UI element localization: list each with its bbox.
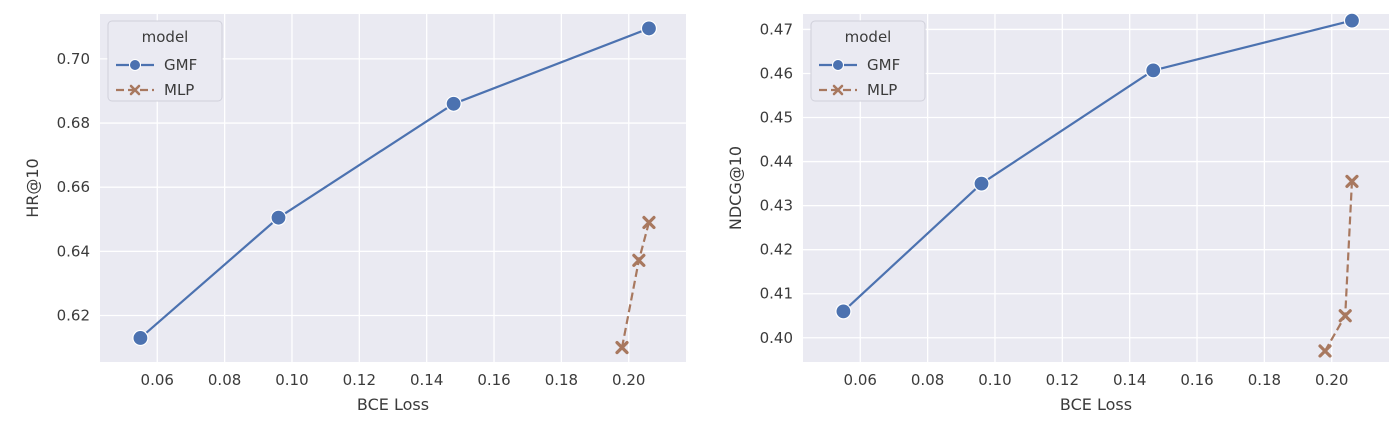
series-mlp-point xyxy=(1338,309,1352,323)
legend-entry-mlp: MLP xyxy=(116,81,194,99)
y-axis-label: HR@10 xyxy=(23,158,42,218)
y-tick-label: 0.66 xyxy=(57,178,90,196)
series-gmf xyxy=(132,20,658,347)
series-gmf-point xyxy=(835,303,852,320)
y-tick-labels: 0.40 0.41 0.42 0.43 0.44 0.45 0.46 0.47 xyxy=(760,20,793,346)
legend-label: MLP xyxy=(867,81,897,99)
legend: model GMF MLP xyxy=(810,20,926,102)
y-tick-label: 0.44 xyxy=(760,153,793,171)
legend-title: model xyxy=(142,28,189,46)
y-tick-label: 0.64 xyxy=(57,242,90,260)
series-gmf xyxy=(835,12,1361,320)
series-mlp-point xyxy=(1345,174,1359,188)
x-tick-label: 0.20 xyxy=(1315,371,1348,389)
y-tick-label: 0.47 xyxy=(760,20,793,38)
legend: model GMF MLP xyxy=(107,20,223,102)
series-gmf-point xyxy=(640,20,658,37)
series-mlp-point-shape xyxy=(642,215,656,230)
x-tick-label: 0.18 xyxy=(1248,371,1281,389)
y-tick-label: 0.46 xyxy=(760,64,793,82)
series-mlp-point xyxy=(1318,344,1332,358)
legend-marker xyxy=(129,84,141,96)
legend-label: GMF xyxy=(164,56,197,74)
y-tick-label: 0.40 xyxy=(760,329,793,347)
x-tick-labels: 0.06 0.08 0.10 0.12 0.14 0.16 0.18 0.20 xyxy=(844,371,1349,389)
legend-entry-gmf: GMF xyxy=(819,56,900,74)
series-mlp-point-shape xyxy=(632,253,646,267)
series-mlp xyxy=(615,215,656,355)
legend-box xyxy=(107,20,223,102)
ndcg-at-10-chart: 0.06 0.08 0.10 0.12 0.14 0.16 0.18 0.20 0.40 0.41… xyxy=(726,12,1389,414)
gridlines xyxy=(100,14,686,362)
legend-label: MLP xyxy=(164,81,194,99)
series-mlp xyxy=(1318,174,1359,358)
y-tick-label: 0.68 xyxy=(57,114,90,132)
series-gmf-line xyxy=(842,19,1353,313)
x-tick-label: 0.08 xyxy=(208,371,241,389)
legend-marker xyxy=(832,59,844,71)
x-tick-label: 0.12 xyxy=(1046,371,1079,389)
y-axis-label: NDCG@10 xyxy=(726,146,745,230)
gridlines xyxy=(803,14,1389,362)
x-tick-label: 0.06 xyxy=(844,371,877,389)
x-tick-label: 0.06 xyxy=(141,371,174,389)
x-axis-label: BCE Loss xyxy=(357,395,429,414)
series-mlp-point xyxy=(615,340,629,355)
y-tick-label: 0.42 xyxy=(760,241,793,259)
series-gmf-point xyxy=(1145,62,1162,79)
y-tick-label: 0.41 xyxy=(760,285,793,303)
y-tick-label: 0.43 xyxy=(760,197,793,215)
x-axis-label: BCE Loss xyxy=(1060,395,1132,414)
series-mlp-point-shape xyxy=(615,340,629,355)
series-gmf-line xyxy=(139,27,650,339)
series-gmf-point xyxy=(445,95,462,112)
series-mlp-point-shape xyxy=(1318,344,1332,358)
series-gmf-point xyxy=(1343,12,1361,29)
legend-marker xyxy=(832,84,844,96)
legend-title: model xyxy=(845,28,892,46)
x-tick-label: 0.08 xyxy=(911,371,944,389)
series-mlp-point-shape xyxy=(1338,309,1352,323)
x-tick-label: 0.14 xyxy=(1113,371,1146,389)
legend-entry-gmf: GMF xyxy=(116,56,197,74)
hr-at-10-chart: 0.06 0.08 0.10 0.12 0.14 0.16 0.18 0.20 0.62 0.64… xyxy=(23,14,686,414)
series-gmf-point xyxy=(132,329,149,347)
series-mlp-point xyxy=(642,215,656,230)
x-tick-label: 0.18 xyxy=(545,371,578,389)
y-tick-label: 0.70 xyxy=(57,50,90,68)
series-gmf-point xyxy=(270,209,287,226)
y-tick-labels: 0.62 0.64 0.66 0.68 0.70 xyxy=(57,50,90,325)
x-tick-label: 0.12 xyxy=(343,371,376,389)
y-tick-label: 0.62 xyxy=(57,306,90,324)
legend-marker xyxy=(129,59,141,71)
legend-box xyxy=(810,20,926,102)
x-tick-label: 0.10 xyxy=(978,371,1011,389)
x-tick-labels: 0.06 0.08 0.10 0.12 0.14 0.16 0.18 0.20 xyxy=(141,371,646,389)
series-mlp-point-shape xyxy=(1345,174,1359,188)
series-gmf-point xyxy=(973,175,990,192)
series-mlp-point xyxy=(632,253,646,267)
x-tick-label: 0.16 xyxy=(477,371,510,389)
x-tick-label: 0.16 xyxy=(1180,371,1213,389)
legend-entry-mlp: MLP xyxy=(819,81,897,99)
x-tick-label: 0.14 xyxy=(410,371,443,389)
legend-label: GMF xyxy=(867,56,900,74)
y-tick-label: 0.45 xyxy=(760,109,793,127)
x-tick-label: 0.10 xyxy=(275,371,308,389)
x-tick-label: 0.20 xyxy=(612,371,645,389)
